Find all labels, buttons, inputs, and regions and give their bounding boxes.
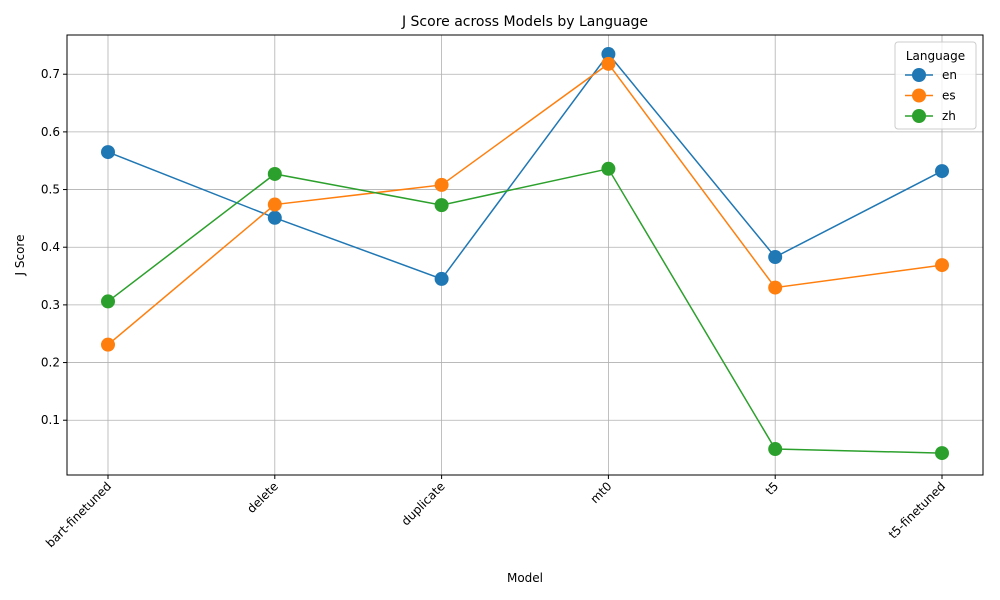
data-point-es xyxy=(101,337,115,352)
y-axis-ticks: 0.1 0.2 0.3 0.4 0.5 0.6 0.7 xyxy=(41,67,67,427)
data-point-en xyxy=(434,271,449,286)
y-tick-label: 0.2 xyxy=(41,356,60,370)
x-tick-label: duplicate xyxy=(399,479,448,528)
series-es xyxy=(101,56,949,352)
legend-label: en xyxy=(942,68,957,82)
y-tick-label: 0.7 xyxy=(41,67,60,81)
x-tick-label: bart-finetuned xyxy=(43,479,114,550)
x-tick-label: delete xyxy=(244,479,281,516)
legend-label: zh xyxy=(942,109,956,123)
data-point-en xyxy=(935,164,949,179)
x-axis-ticks: bart-finetuned delete duplicate mt0 t5 t5-fin… xyxy=(43,475,948,550)
legend-item-es: es xyxy=(905,88,956,103)
legend: Language en es zh xyxy=(894,41,977,130)
data-point-en xyxy=(267,210,282,225)
data-point-es xyxy=(935,258,949,273)
data-point-es xyxy=(434,177,449,192)
legend-items: en es zh xyxy=(905,68,957,123)
data-point-en xyxy=(768,250,783,265)
legend-box xyxy=(894,41,977,130)
data-point-zh xyxy=(768,442,783,457)
data-point-es xyxy=(267,197,282,212)
x-axis-label: Model xyxy=(507,571,543,585)
y-tick-label: 0.4 xyxy=(41,240,60,254)
legend-marker xyxy=(912,68,926,82)
legend-title: Language xyxy=(906,49,965,63)
legend-item-en: en xyxy=(905,68,957,82)
data-point-es xyxy=(768,280,783,295)
series-line-en xyxy=(107,52,943,280)
y-tick-label: 0.1 xyxy=(41,413,60,427)
legend-marker xyxy=(912,109,926,123)
data-point-zh xyxy=(267,166,282,181)
data-point-zh xyxy=(101,294,115,309)
series-layer xyxy=(101,47,949,461)
x-tick-label: t5 xyxy=(763,479,782,498)
x-tick-label: mt0 xyxy=(588,479,615,506)
series-en xyxy=(101,47,949,286)
y-tick-label: 0.5 xyxy=(41,183,60,197)
legend-label: es xyxy=(942,89,956,103)
legend-marker xyxy=(912,88,926,103)
y-tick-label: 0.6 xyxy=(41,125,60,139)
x-tick-label: t5-finetuned xyxy=(886,479,948,541)
data-point-en xyxy=(601,47,616,62)
data-point-es xyxy=(601,56,616,71)
grid-lines xyxy=(67,35,983,475)
y-tick-label: 0.3 xyxy=(41,298,60,312)
data-point-zh xyxy=(935,446,949,461)
series-line-es xyxy=(107,62,943,346)
legend-item-zh: zh xyxy=(905,109,956,123)
data-point-zh xyxy=(601,161,616,176)
data-point-en xyxy=(101,145,115,160)
series-line-zh xyxy=(107,167,943,454)
chart-title: J Score across Models by Language xyxy=(401,14,648,30)
plot-frame xyxy=(66,34,984,476)
y-axis-label: J Score xyxy=(13,235,27,277)
data-point-zh xyxy=(434,198,449,213)
series-zh xyxy=(101,161,949,461)
